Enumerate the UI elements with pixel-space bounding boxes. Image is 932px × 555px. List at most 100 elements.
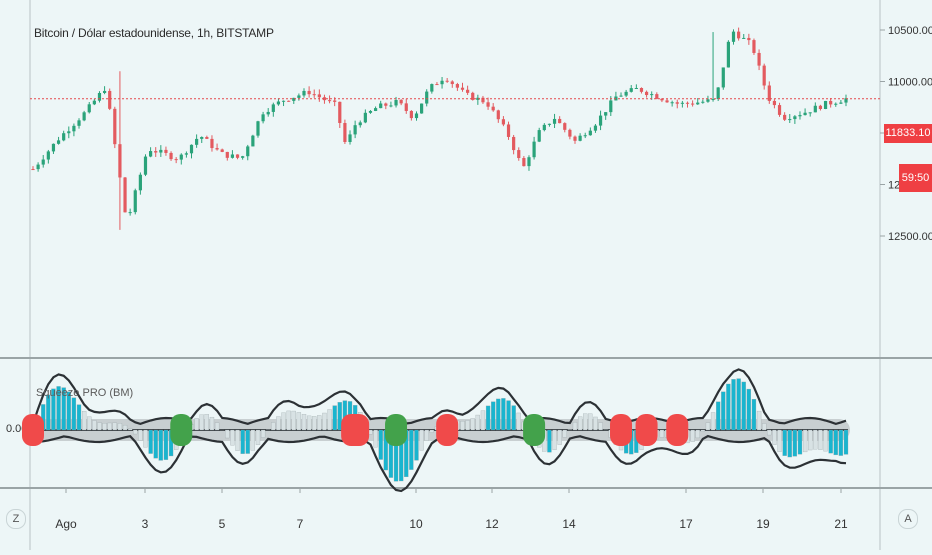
candle-body (144, 157, 147, 175)
candle-body (563, 123, 566, 130)
candle-body (686, 103, 689, 104)
momentum-bar (660, 430, 664, 437)
momentum-bar (824, 430, 828, 451)
auto-scale-button[interactable]: A (898, 509, 918, 529)
momentum-bar (108, 423, 112, 430)
candle-body (568, 130, 571, 137)
momentum-bar (271, 422, 275, 430)
candle-body (164, 150, 167, 153)
momentum-bar (573, 422, 577, 430)
candle-body (420, 104, 423, 114)
candle-body (732, 32, 735, 42)
momentum-bar (205, 414, 209, 430)
candle-body (410, 111, 413, 118)
momentum-bar (716, 402, 720, 430)
momentum-bar (793, 430, 797, 456)
candle-body (497, 110, 500, 119)
candle-body (532, 142, 535, 158)
time-axis-label: 17 (679, 517, 693, 531)
bar-countdown-label: 59:50 (899, 164, 932, 192)
candle-body (308, 91, 311, 94)
momentum-bar (834, 430, 838, 455)
candle-body (640, 88, 643, 92)
candle-body (364, 113, 367, 123)
candle-body (139, 175, 142, 191)
candle-body (507, 124, 510, 137)
candle-body (118, 144, 121, 177)
candle-body (573, 137, 576, 141)
momentum-bar (276, 417, 280, 430)
candle-body (558, 119, 561, 123)
candle-body (343, 123, 346, 142)
candle-body (77, 120, 80, 125)
momentum-bar (558, 430, 562, 445)
candle-body (256, 121, 259, 135)
squeeze-dot (22, 414, 44, 446)
momentum-bar (215, 423, 219, 430)
candle-body (103, 91, 106, 93)
momentum-bar (578, 417, 582, 430)
candle-body (154, 151, 157, 152)
squeeze-dot (523, 414, 545, 446)
candle-body (169, 153, 172, 159)
time-axis-label: 7 (297, 517, 304, 531)
momentum-bar (808, 430, 812, 450)
momentum-bar (553, 430, 557, 450)
candle-body (394, 100, 397, 105)
momentum-bar (92, 421, 96, 430)
momentum-bar (159, 430, 163, 460)
squeeze-dot (666, 414, 688, 446)
candle-body (52, 144, 55, 152)
candle-body (236, 154, 239, 157)
momentum-bar (164, 430, 168, 460)
squeeze-dot (341, 414, 369, 446)
candle-body (630, 88, 633, 92)
candle-body (696, 103, 699, 105)
momentum-bar (374, 430, 378, 447)
candle-body (195, 139, 198, 145)
momentum-bar (307, 416, 311, 430)
momentum-bar (154, 430, 158, 458)
momentum-bar (236, 430, 240, 451)
candle-body (246, 146, 249, 156)
candle-body (645, 92, 648, 95)
momentum-bar (757, 411, 761, 430)
candle-body (517, 150, 520, 158)
candle-body (824, 101, 827, 109)
candle-body (446, 81, 449, 82)
candle-body (88, 104, 91, 112)
candle-body (57, 140, 60, 143)
candle-body (589, 131, 592, 136)
candle-body (348, 134, 351, 142)
momentum-bar (752, 399, 756, 430)
candle-body (405, 103, 408, 111)
candle-body (384, 103, 387, 105)
momentum-bar (783, 430, 787, 456)
candle-body (599, 116, 602, 126)
candle-body (205, 137, 208, 139)
candle-body (333, 100, 336, 101)
candle-body (277, 101, 280, 104)
momentum-bar (466, 420, 470, 430)
candle-body (635, 88, 638, 89)
time-axis-label: 14 (562, 517, 576, 531)
momentum-bar (113, 423, 117, 430)
momentum-bar (476, 415, 480, 430)
momentum-bar (471, 418, 475, 430)
momentum-bar (501, 398, 505, 430)
candle-body (67, 131, 70, 133)
candle-body (400, 100, 403, 103)
candle-body (93, 101, 96, 105)
momentum-bar (721, 392, 725, 430)
momentum-bar (97, 423, 101, 430)
momentum-bar (328, 409, 332, 430)
momentum-bar (302, 414, 306, 430)
momentum-bar (701, 430, 705, 432)
time-axis-label: 19 (756, 517, 770, 531)
momentum-bar (414, 430, 418, 460)
price-axis-label: 10500.00 (888, 25, 932, 37)
candle-body (313, 94, 316, 95)
scale-toggle-left-button[interactable]: Z (6, 509, 26, 529)
